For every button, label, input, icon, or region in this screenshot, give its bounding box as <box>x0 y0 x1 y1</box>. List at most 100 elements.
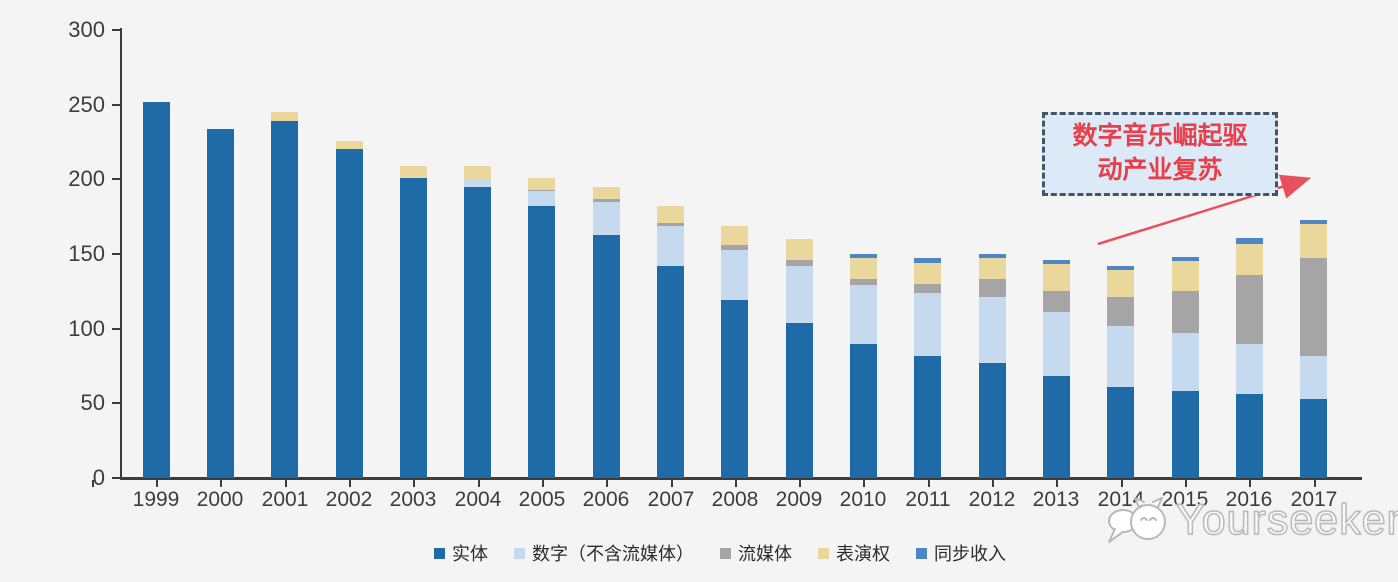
bar-segment <box>849 285 877 344</box>
x-axis-tick <box>1249 480 1251 487</box>
legend-label: 数字（不含流媒体） <box>532 544 694 564</box>
bar-segment <box>721 245 749 250</box>
annotation-text-line1: 数字音乐崛起驱 <box>1072 123 1248 150</box>
bar-segment <box>1235 275 1263 344</box>
y-axis-tick <box>112 178 120 180</box>
bar-segment <box>849 258 877 279</box>
watermark: Yourseeker <box>1106 494 1398 550</box>
bar-segment <box>914 293 942 356</box>
legend-item: 同步收入 <box>916 540 1006 566</box>
bar-segment <box>1107 266 1135 270</box>
x-axis-tick <box>863 480 865 487</box>
bar-segment <box>785 266 813 323</box>
x-axis-tick-label: 2000 <box>196 488 244 511</box>
speech-bubble-cat-icon <box>1108 497 1166 543</box>
bar-segment <box>528 190 556 191</box>
bar-segment <box>1235 394 1263 478</box>
bar-segment <box>464 179 492 187</box>
bar-segment <box>1300 356 1327 399</box>
bar-segment <box>399 166 427 178</box>
legend-label: 同步收入 <box>934 544 1006 564</box>
bar-segment <box>721 250 749 300</box>
x-axis-tick <box>542 480 544 487</box>
bar-segment <box>978 363 1006 478</box>
legend-item: 实体 <box>434 540 488 566</box>
bar-segment <box>1300 258 1327 356</box>
y-axis-tick <box>112 477 120 479</box>
legend-item: 流媒体 <box>720 540 792 566</box>
bar-segment <box>142 102 170 478</box>
x-axis-tick <box>349 480 351 487</box>
bar-segment <box>528 206 556 478</box>
bar-segment <box>657 206 684 223</box>
x-axis-tick <box>1121 480 1123 487</box>
watermark-text: Yourseeker <box>1175 495 1398 544</box>
x-axis-tick-label: 2011 <box>905 488 951 511</box>
y-axis-tick <box>112 328 120 330</box>
y-axis-tick-label: 100 <box>68 316 105 341</box>
bar-segment <box>785 260 813 266</box>
bar-segment <box>1171 333 1199 391</box>
bar-segment <box>721 226 749 245</box>
x-axis-tick-label: 2014 <box>1097 488 1145 511</box>
x-axis-tick-label: 2009 <box>775 488 823 511</box>
legend-item: 表演权 <box>818 540 890 566</box>
bar-segment <box>399 178 427 478</box>
x-axis-tick-label: 2013 <box>1032 488 1080 511</box>
x-axis-tick <box>92 480 94 487</box>
legend-item: 数字（不含流媒体） <box>514 540 694 566</box>
legend: 实体 数字（不含流媒体） 流媒体 表演权 同步收入 <box>40 540 1398 566</box>
bar-segment <box>1300 399 1327 478</box>
legend-swatch-icon <box>514 547 525 559</box>
x-axis-tick-label: 2010 <box>839 488 887 511</box>
bar-segment <box>592 199 620 202</box>
bar-segment <box>721 300 749 478</box>
y-axis-tick <box>112 29 120 31</box>
bar-segment <box>785 239 813 260</box>
bar-segment <box>914 258 942 263</box>
y-axis-tick-label: 300 <box>68 17 105 42</box>
plot-area <box>122 30 1362 478</box>
y-axis-tick-label: 200 <box>68 166 105 191</box>
x-axis-tick <box>992 480 994 487</box>
bar-segment <box>785 323 813 478</box>
x-axis-tick <box>671 480 673 487</box>
bar-segment <box>978 297 1006 363</box>
bar-segment <box>849 254 877 258</box>
bar-segment <box>1300 220 1327 224</box>
bar-segment <box>206 129 234 478</box>
annotation-box: 数字音乐崛起驱 动产业复苏 <box>1042 112 1278 196</box>
x-axis-tick <box>928 480 930 487</box>
x-axis-tick-label: 2015 <box>1161 488 1209 511</box>
x-axis-tick-label: 2016 <box>1225 488 1273 511</box>
bar-segment <box>978 258 1006 279</box>
bar-segment <box>1042 264 1070 291</box>
bar-segment <box>978 279 1006 297</box>
legend-swatch-icon <box>434 547 445 559</box>
bar-segment <box>1042 312 1070 376</box>
bar-segment <box>592 235 620 478</box>
x-axis-tick <box>1185 480 1187 487</box>
bar-segment <box>1235 244 1263 275</box>
bar-segment <box>464 187 492 478</box>
bar-segment <box>1235 238 1263 244</box>
x-axis-tick <box>1314 480 1316 487</box>
bar-segment <box>849 279 877 285</box>
y-axis-tick <box>112 104 120 106</box>
legend-label: 实体 <box>452 544 488 564</box>
x-axis-line <box>120 477 1362 480</box>
x-axis-tick-label: 2005 <box>518 488 566 511</box>
bar-segment <box>592 187 620 199</box>
x-axis-tick-label: 2007 <box>647 488 695 511</box>
bar-segment <box>1042 291 1070 312</box>
bar-segment <box>849 344 877 478</box>
bar-segment <box>1042 260 1070 264</box>
y-axis-tick <box>112 402 120 404</box>
bar-segment <box>1107 270 1135 297</box>
bar-segment <box>335 149 363 478</box>
x-axis-tick-label: 2008 <box>711 488 759 511</box>
x-axis-tick <box>156 480 158 487</box>
bar-segment <box>1171 257 1199 261</box>
bar-segment <box>914 263 942 284</box>
